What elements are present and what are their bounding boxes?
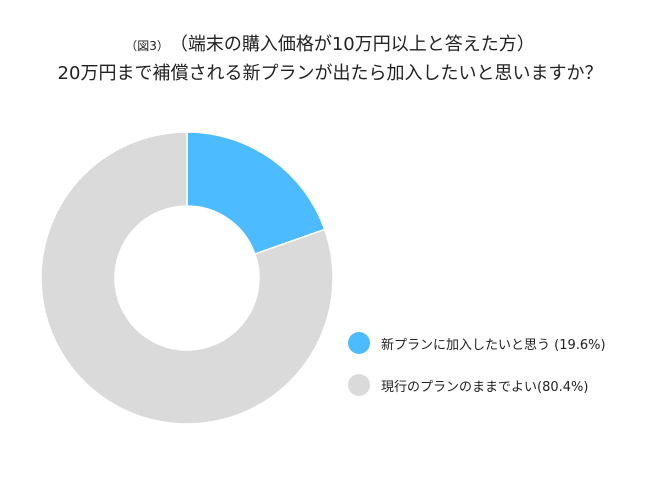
legend-item-keep-current-plan: 現行のプランのままでよい(80.4%) bbox=[348, 372, 606, 398]
chart-legend: 新プランに加入したいと思う (19.6%) 現行のプランのままでよい(80.4%… bbox=[348, 330, 606, 414]
legend-label-keep-current-plan: 現行のプランのままでよい(80.4%) bbox=[381, 379, 589, 395]
chart-title-condition: （端末の購入価格が10万円以上と答えた方） bbox=[178, 34, 535, 55]
donut-slice-keep-current-plan bbox=[40, 131, 334, 425]
figure-label: （図3） bbox=[125, 39, 169, 53]
legend-item-want-new-plan: 新プランに加入したいと思う (19.6%) bbox=[348, 330, 606, 356]
donut-slice-want-new-plan bbox=[186, 131, 326, 255]
legend-swatch-want-new-plan bbox=[348, 332, 370, 354]
chart-title-question: 20万円まで補償される新プランが出たら加入したいと思いますか？ bbox=[57, 63, 603, 84]
chart-title-line1: （図3） （端末の購入価格が10万円以上と答えた方） bbox=[0, 34, 660, 57]
legend-label-want-new-plan: 新プランに加入したいと思う (19.6%) bbox=[381, 337, 606, 353]
legend-swatch-keep-current-plan bbox=[348, 374, 370, 396]
